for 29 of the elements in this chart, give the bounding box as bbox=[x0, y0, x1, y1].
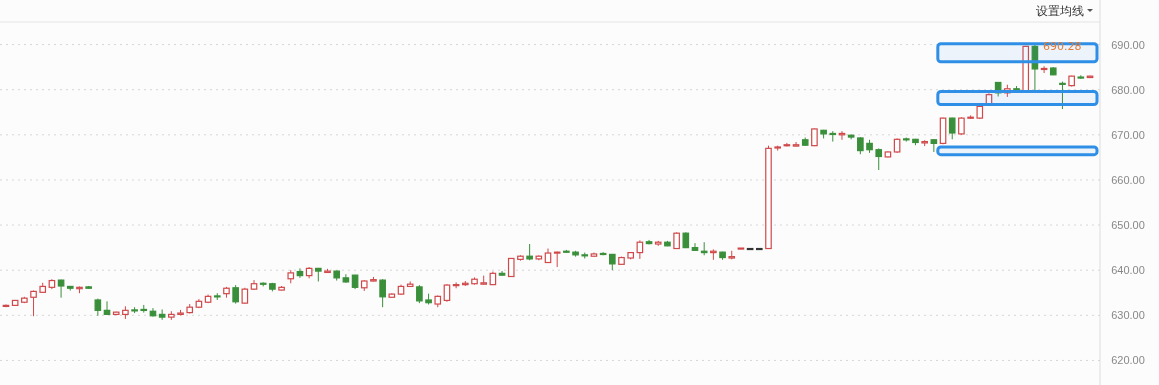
y-tick-label: 620.00 bbox=[1111, 354, 1145, 367]
candlestick bbox=[158, 308, 166, 321]
candlestick bbox=[1059, 81, 1066, 110]
candlestick bbox=[296, 267, 304, 279]
candlestick bbox=[930, 138, 938, 153]
candlestick bbox=[948, 117, 956, 140]
y-tick-label: 660.00 bbox=[1111, 173, 1145, 186]
y-tick-label: 690.00 bbox=[1111, 38, 1145, 51]
y-tick-label: 630.00 bbox=[1111, 309, 1145, 322]
candlestick bbox=[379, 278, 386, 308]
candlestick bbox=[1031, 42, 1039, 93]
candlestick bbox=[783, 142, 791, 148]
y-tick-label: 650.00 bbox=[1111, 219, 1145, 232]
candlestick bbox=[30, 289, 37, 317]
candlestick bbox=[57, 279, 65, 299]
y-tick-label: 640.00 bbox=[1111, 264, 1145, 277]
candlestick bbox=[710, 248, 717, 261]
candlestick bbox=[1040, 65, 1048, 74]
candlestick bbox=[416, 284, 423, 304]
candlestick bbox=[691, 242, 699, 252]
candlestick bbox=[875, 147, 883, 171]
y-tick-label: 670.00 bbox=[1111, 128, 1145, 141]
candlestick bbox=[452, 281, 460, 289]
y-tick-label: 680.00 bbox=[1111, 83, 1145, 96]
candlestick bbox=[103, 300, 111, 316]
candlestick bbox=[829, 130, 837, 143]
candlestick bbox=[507, 257, 515, 278]
candlestick bbox=[232, 284, 239, 305]
text: 设置均线 bbox=[1036, 4, 1084, 18]
